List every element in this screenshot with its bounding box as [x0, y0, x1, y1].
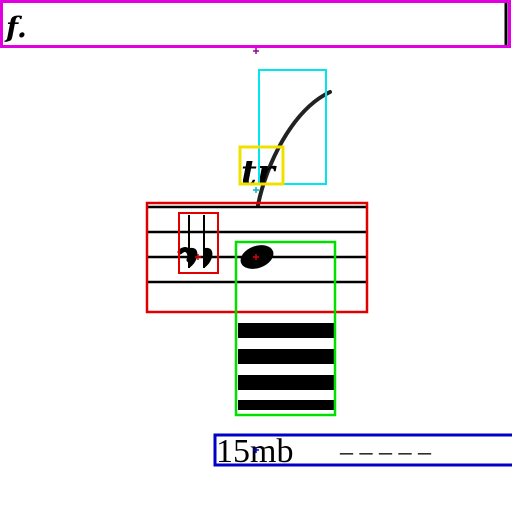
slur-annotation-box	[258, 69, 327, 185]
slur-anchor-marker	[253, 187, 259, 193]
staff-annotation-box	[145, 201, 369, 314]
dynamic-annotation-box	[0, 0, 511, 48]
slur-curve-icon	[256, 90, 332, 207]
ottava-anchor-marker	[253, 447, 259, 453]
beam-stack-icon	[238, 323, 334, 410]
ottava-dashes-text: – – – – –	[339, 437, 432, 466]
anchor-markers	[195, 48, 259, 453]
annotation-overlay	[0, 0, 512, 467]
accidental-anchor-marker	[195, 254, 201, 260]
note-anchor-marker	[253, 254, 259, 260]
double-flat-icon	[177, 215, 213, 268]
accidental-annotation-box	[178, 212, 219, 274]
dynamic-anchor-marker	[253, 48, 259, 54]
dynamic-marking-text: f.	[4, 11, 27, 44]
staff-lines	[148, 205, 366, 284]
ottava-annotation-box	[213, 433, 512, 467]
note-annotation-box	[234, 240, 337, 417]
ornament-annotation-box	[238, 145, 285, 186]
